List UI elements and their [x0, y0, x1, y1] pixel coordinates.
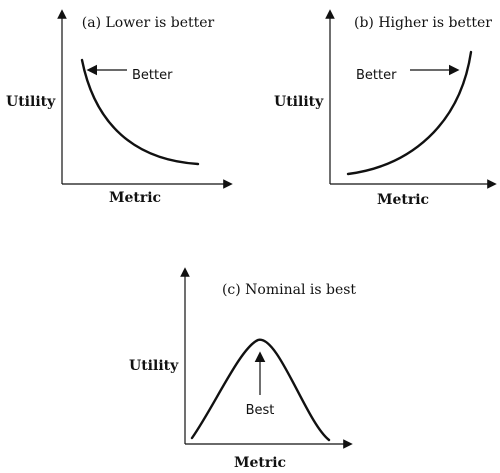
panel-a-x-label: Metric	[109, 190, 161, 206]
panel-b-increasing-curve	[346, 50, 473, 176]
panel-b-y-label: Utility	[274, 94, 324, 110]
panel-a-annotation: Better	[132, 68, 173, 83]
panel-c-peak-curve	[190, 338, 331, 442]
panel-b-title: (b) Higher is better	[354, 15, 492, 31]
panel-a-decreasing-curve	[80, 58, 200, 166]
panel-b-annotation: Better	[356, 68, 397, 83]
panel-c-x-label: Metric	[234, 455, 286, 471]
panel-lower-is-better: (a) Lower is better Utility Metric Bette…	[6, 9, 233, 206]
panel-a-title: (a) Lower is better	[82, 15, 215, 31]
panel-c-y-label: Utility	[129, 358, 179, 374]
panel-c-title: (c) Nominal is best	[222, 282, 356, 298]
panel-c-annotation: Best	[246, 403, 275, 418]
panel-a-y-label: Utility	[6, 94, 56, 110]
panel-nominal-is-best: (c) Nominal is best Utility Metric Best	[129, 267, 356, 471]
panel-b-x-label: Metric	[377, 192, 429, 208]
panel-higher-is-better: (b) Higher is better Utility Metric Bett…	[274, 9, 497, 208]
